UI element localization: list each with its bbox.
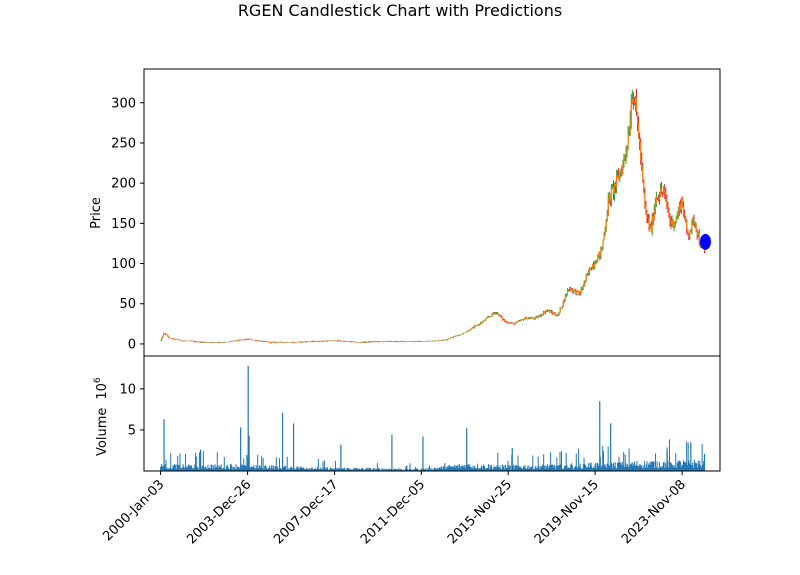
price-y-tick-label: 100 [111, 257, 136, 272]
x-axis-ticks: 2000-Jan-03 2003-Dec-26 2007-Dec-17 2011-De… [100, 471, 689, 547]
chart-title: RGEN Candlestick Chart with Predictions [238, 1, 562, 20]
volume-axis-label: Volume 106 [93, 377, 110, 456]
price-y-tick-label: 0 [128, 337, 136, 352]
volume-y-tick-label: 5 [128, 423, 136, 438]
volume-y-tick-label: 10 [119, 382, 136, 397]
price-marks [159, 88, 711, 344]
price-y-tick-label: 150 [111, 217, 136, 232]
volume-multiplier-exponent: 6 [93, 377, 103, 383]
price-y-tick-label: 250 [111, 136, 136, 151]
price-plot-area [144, 69, 720, 356]
volume-multiplier-base: 10 [95, 383, 110, 400]
x-tick-label: 2015-Nov-25 [445, 477, 515, 547]
price-axis-label: Price [89, 197, 104, 229]
volume-y-ticks: 5 10 [119, 382, 144, 438]
price-y-ticks: 0 50 100 150 200 250 300 [111, 96, 144, 352]
volume-plot-area [144, 356, 720, 471]
volume-frame [143, 355, 721, 472]
x-tick-label: 2003-Dec-26 [184, 477, 254, 547]
x-tick-label: 2007-Dec-17 [271, 477, 341, 547]
volume-axis-label-text: Volume [95, 408, 110, 456]
x-tick-label: 2023-Nov-08 [619, 477, 689, 547]
x-tick-label: 2000-Jan-03 [100, 477, 167, 544]
x-tick-label: 2019-Nov-15 [532, 477, 602, 547]
price-y-tick-label: 50 [119, 297, 136, 312]
volume-panel: 510 Volume106 [93, 355, 721, 472]
x-tick-label: 2011-Dec-05 [358, 477, 428, 547]
prediction-marker [699, 233, 711, 250]
price-y-tick-label: 300 [111, 96, 136, 111]
price-panel: 0 50 100 150 200 250 300 Price [89, 68, 721, 357]
price-y-tick-label: 200 [111, 177, 136, 192]
